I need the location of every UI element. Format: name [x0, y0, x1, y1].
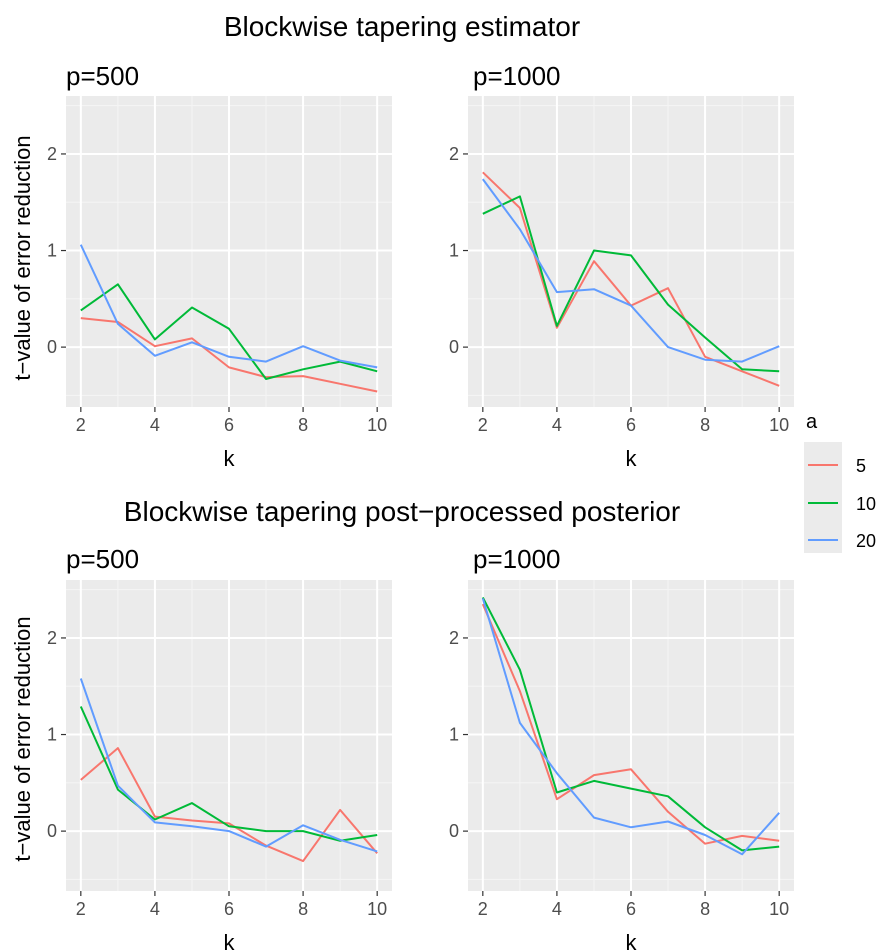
panel-4-tick-label-y-2: 2 [449, 628, 459, 648]
panel-3-series-a5-line [80, 747, 378, 863]
panel-1-tick-label-x-6: 6 [224, 415, 234, 435]
panel-3-series-a20-line [79, 678, 378, 853]
legend-label-10: 10 [856, 494, 876, 514]
panel-2-tick-label-y-1: 1 [449, 241, 459, 261]
panel-1-tick-label-x-8: 8 [298, 415, 308, 435]
panel-2-title: p=1000 [473, 61, 560, 91]
panel-3-tick-label-x-2: 2 [76, 899, 86, 919]
panel-4-tick-label-x-8: 8 [700, 899, 710, 919]
panel-4-tick-label-x-6: 6 [626, 899, 636, 919]
panel-3-tick-label-x-4: 4 [150, 899, 160, 919]
panel-4-xlabel: k [626, 930, 638, 952]
panel-1-tick-label-y-2: 2 [47, 144, 57, 164]
panel-3-tick-label-x-10: 10 [367, 899, 387, 919]
panel-1-series-a5-line [80, 317, 378, 393]
panel-2-xlabel: k [626, 446, 638, 471]
panel-3: 2 4 6 8 10 0 1 2 [47, 580, 392, 919]
legend-key-background [804, 442, 842, 553]
panel-4-title: p=1000 [473, 544, 560, 574]
panel-1: 2 4 6 8 10 0 1 2 [47, 96, 392, 435]
panel-3-title: p=500 [66, 544, 139, 574]
legend-label-20: 20 [856, 531, 876, 551]
panel-4-tick-label-x-4: 4 [552, 899, 562, 919]
panel-2-series-a20-line [481, 178, 780, 363]
legend: a 5 10 20 [804, 411, 876, 553]
panel-1-series-a10-line [80, 283, 378, 380]
panel-2-tick-label-x-2: 2 [478, 415, 488, 435]
panel-2-series-a10-line [482, 195, 780, 373]
panel-1-tick-label-x-4: 4 [150, 415, 160, 435]
chart-panels: 2 4 6 8 10 0 1 2 2 4 6 8 10 0 1 2 2 4 6 8 10 0 1 2 2 4 6 8 10 0 1 2 [47, 96, 794, 919]
panel-2-tick-label-x-4: 4 [552, 415, 562, 435]
bottom-row-title: Blockwise tapering post−processed poster… [124, 496, 680, 527]
panel-3-xlabel: k [224, 930, 236, 952]
panel-1-series-a20-line [79, 244, 378, 369]
panel-3-tick-label-x-8: 8 [298, 899, 308, 919]
legend-label-5: 5 [856, 456, 866, 476]
panel-1-ylabel: t−value of error reduction [10, 135, 35, 380]
panel-3-tick-label-y-2: 2 [47, 628, 57, 648]
panel-2-tick-label-y-0: 0 [449, 337, 459, 357]
panel-1-tick-label-x-2: 2 [76, 415, 86, 435]
panel-2-tick-label-y-2: 2 [449, 144, 459, 164]
panel-4-series-a10-line [481, 596, 780, 852]
panel-4-series-a20-line [481, 598, 780, 856]
legend-title: a [806, 411, 818, 433]
panel-3-series-a10-line [79, 706, 378, 842]
panel-3-tick-label-y-0: 0 [47, 821, 57, 841]
panel-1-tick-label-y-0: 0 [47, 337, 57, 357]
panel-1-title: p=500 [66, 61, 139, 91]
panel-4-tick-label-x-10: 10 [769, 899, 789, 919]
top-row-title: Blockwise tapering estimator [224, 11, 580, 42]
panel-2-tick-label-x-8: 8 [700, 415, 710, 435]
panel-2-tick-label-x-10: 10 [769, 415, 789, 435]
panel-3-ylabel: t−value of error reduction [10, 616, 35, 861]
panel-4-tick-label-y-1: 1 [449, 725, 459, 745]
panel-4: 2 4 6 8 10 0 1 2 [449, 580, 794, 919]
panel-2-tick-label-x-6: 6 [626, 415, 636, 435]
panel-4-tick-label-y-0: 0 [449, 821, 459, 841]
panel-1-tick-label-y-1: 1 [47, 241, 57, 261]
panel-1-tick-label-x-10: 10 [367, 415, 387, 435]
panel-3-tick-label-y-1: 1 [47, 725, 57, 745]
panel-4-series-a5-line [481, 603, 780, 845]
panel-3-tick-label-x-6: 6 [224, 899, 234, 919]
panel-1-xlabel: k [224, 446, 236, 471]
panel-4-tick-label-x-2: 2 [478, 899, 488, 919]
panel-2: 2 4 6 8 10 0 1 2 [449, 96, 794, 435]
